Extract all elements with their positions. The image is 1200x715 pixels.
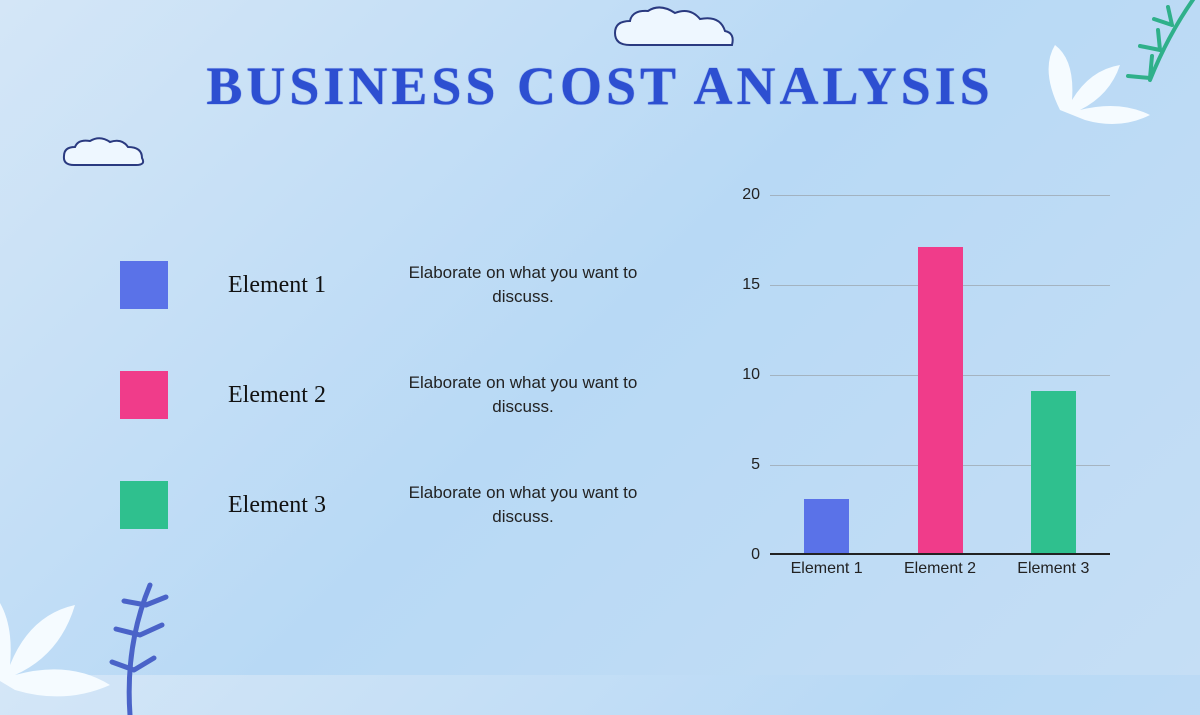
bar [1031,391,1076,553]
legend-label: Element 3 [228,492,388,519]
legend-item: Element 2 Elaborate on what you want to … [120,340,640,450]
gridline [770,195,1110,196]
x-tick-label: Element 2 [885,560,995,578]
swatch-icon [120,481,168,529]
legend-item: Element 1 Elaborate on what you want to … [120,230,640,340]
y-tick-label: 10 [715,366,760,384]
swatch-icon [120,371,168,419]
y-tick-label: 5 [715,456,760,474]
swatch-icon [120,261,168,309]
y-tick-label: 0 [715,546,760,564]
page-title: BUSINESS COST ANALYSIS [0,55,1200,117]
legend-item: Element 3 Elaborate on what you want to … [120,450,640,560]
bar [804,499,849,553]
legend-label: Element 2 [228,382,388,409]
legend-desc: Elaborate on what you want to discuss. [408,371,638,419]
bar [918,247,963,553]
legend-label: Element 1 [228,272,388,299]
cloud-icon [610,5,740,60]
chart-plot [770,195,1110,555]
bar-chart: 05101520 Element 1Element 2Element 3 [715,195,1135,590]
y-tick-label: 15 [715,276,760,294]
legend: Element 1 Elaborate on what you want to … [120,230,640,560]
x-tick-label: Element 3 [998,560,1108,578]
legend-desc: Elaborate on what you want to discuss. [408,481,638,529]
x-tick-label: Element 1 [772,560,882,578]
legend-desc: Elaborate on what you want to discuss. [408,261,638,309]
y-tick-label: 20 [715,186,760,204]
cloud-icon [60,135,150,175]
